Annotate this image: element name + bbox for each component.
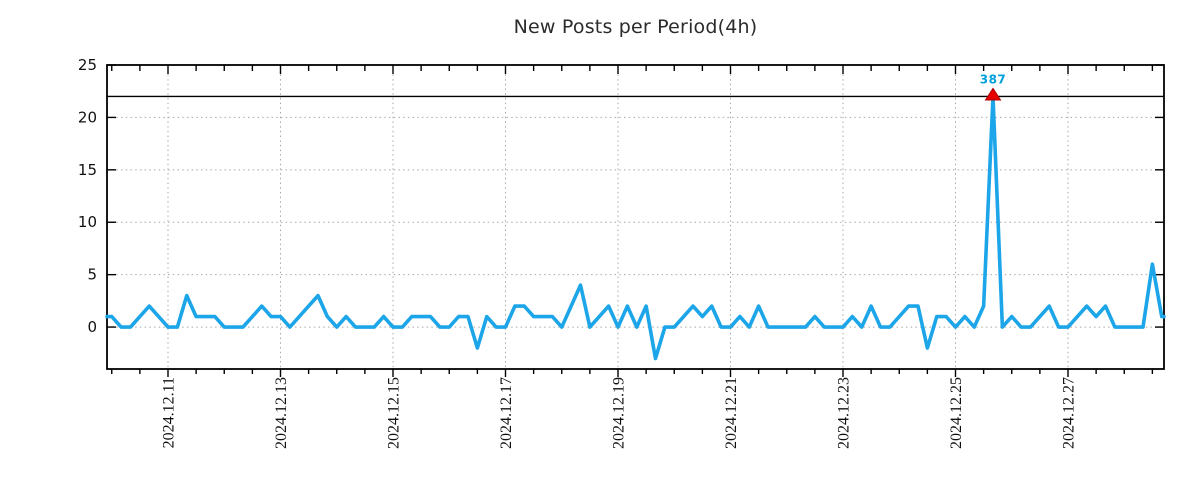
- y-tick-labels: 0 5 10 15 20 25: [78, 56, 97, 336]
- x-tick-label: 2024.12.15: [386, 377, 403, 449]
- y-tick-label: 20: [78, 108, 97, 126]
- y-tick-label: 5: [87, 266, 97, 284]
- y-tick-label: 10: [78, 213, 97, 231]
- x-tick-labels: 2024.12.11 2024.12.13 2024.12.15 2024.12.17…: [161, 377, 1078, 449]
- x-tick-label: 2024.12.23: [836, 377, 853, 449]
- x-tick-label: 2024.12.27: [1061, 377, 1078, 449]
- peak-value-label: 387: [980, 72, 1007, 86]
- x-tick-label: 2024.12.11: [161, 377, 178, 448]
- y-gridlines: [107, 116, 1164, 328]
- x-tick-label: 2024.12.19: [611, 377, 628, 449]
- y-tick-label: 0: [87, 318, 97, 336]
- y-tick-label: 25: [78, 56, 97, 74]
- x-tick-label: 2024.12.21: [723, 377, 740, 449]
- x-tick-label: 2024.12.13: [273, 377, 290, 449]
- chart-title: New Posts per Period(4h): [513, 16, 758, 38]
- axis-ticks: [107, 64, 1164, 377]
- peak-marker-icon: [984, 87, 1002, 101]
- series-line: [105, 94, 1166, 361]
- x-tick-label: 2024.12.25: [948, 377, 965, 449]
- plot-border: [106, 64, 1165, 370]
- y-tick-label: 15: [78, 161, 97, 179]
- x-tick-label: 2024.12.17: [498, 377, 515, 449]
